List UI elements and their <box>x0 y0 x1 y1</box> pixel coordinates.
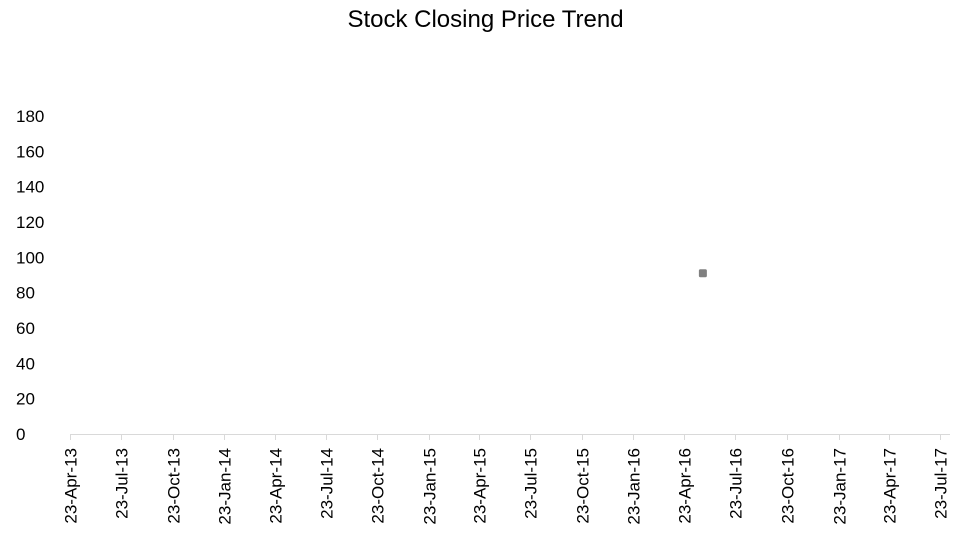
y-tick-label: 140 <box>16 178 44 197</box>
y-tick-label: 80 <box>16 284 35 303</box>
y-tick-label: 60 <box>16 319 35 338</box>
y-tick-label: 0 <box>16 425 25 444</box>
x-tick-label: 23-Jan-14 <box>216 448 235 525</box>
x-tick-label: 23-Apr-16 <box>676 448 695 524</box>
x-tick-label: 23-Jul-16 <box>727 448 746 519</box>
x-tick-label: 23-Apr-15 <box>471 448 490 524</box>
y-tick-label: 40 <box>16 354 35 373</box>
x-tick-label: 23-Jul-14 <box>318 448 337 519</box>
x-tick-label: 23-Jan-17 <box>831 448 850 525</box>
chart-title: Stock Closing Price Trend <box>347 6 624 33</box>
x-tick-label: 23-Jul-13 <box>113 448 132 519</box>
y-tick-label: 120 <box>16 213 44 232</box>
x-tick-label: 23-Jul-15 <box>522 448 541 519</box>
x-tick-label: 23-Jan-16 <box>625 448 644 525</box>
x-tick-label: 23-Oct-13 <box>165 448 184 524</box>
y-tick-label: 20 <box>16 390 35 409</box>
x-tick-label: 23-Oct-14 <box>369 448 388 524</box>
y-tick-label: 180 <box>16 107 44 126</box>
x-tick-label: 23-Apr-17 <box>881 448 900 524</box>
y-tick-label: 160 <box>16 142 44 161</box>
x-tick-label: 23-Apr-14 <box>267 448 286 524</box>
x-tick-label: 23-Apr-13 <box>62 448 81 524</box>
y-tick-label: 100 <box>16 248 44 267</box>
x-tick-label: 23-Oct-15 <box>574 448 593 524</box>
x-tick-label: 23-Oct-16 <box>779 448 798 524</box>
data-point <box>698 269 707 278</box>
x-tick-label: 23-Jan-15 <box>421 448 440 525</box>
x-tick-label: 23-Jul-17 <box>932 448 951 519</box>
